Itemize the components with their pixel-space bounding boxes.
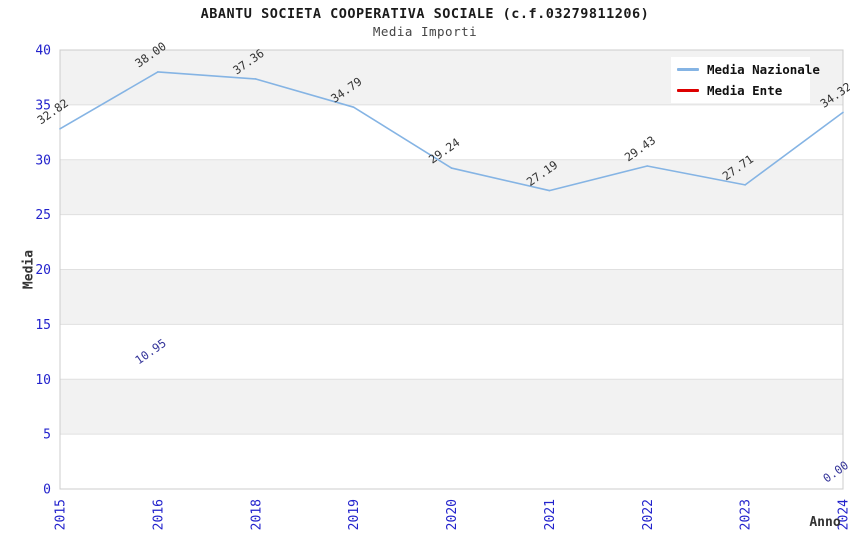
- legend-label: Media Ente: [707, 83, 783, 98]
- series-line-segment: [744, 111, 844, 186]
- x-axis-title: Anno: [809, 515, 841, 530]
- series-line-segment: [352, 106, 453, 169]
- y-axis-title: Media: [21, 249, 37, 290]
- media-ente-line-swatch-icon: [677, 89, 699, 92]
- x-tick-label: 2015: [54, 499, 69, 530]
- y-tick-label: 5: [43, 428, 51, 443]
- series-line-segment: [59, 71, 159, 130]
- legend-item-media-nazionale: Media Nazionale: [677, 62, 820, 77]
- y-tick-label: 20: [35, 263, 51, 278]
- y-tick-label: 35: [35, 98, 51, 113]
- x-tick-label: 2020: [445, 499, 460, 530]
- plot-band: [60, 269, 843, 325]
- x-tick-label: 2019: [347, 499, 362, 530]
- x-tick-label: 2022: [641, 499, 656, 530]
- y-tick-label: 0: [43, 483, 51, 498]
- legend-label: Media Nazionale: [707, 62, 820, 77]
- chart-subtitle: Media Importi: [372, 24, 478, 39]
- media-nazionale-line-swatch-icon: [677, 68, 699, 71]
- x-tick-label: 2018: [249, 499, 264, 530]
- chart-legend: Media Nazionale Media Ente: [671, 57, 820, 103]
- series-line-segment: [646, 165, 746, 186]
- y-tick-label: 25: [35, 208, 51, 223]
- x-tick-label: 2021: [543, 499, 558, 530]
- legend-item-media-ente: Media Ente: [677, 83, 810, 98]
- x-tick-label: 2016: [151, 499, 166, 530]
- series-line-segment: [157, 71, 257, 80]
- chart-title: ABANTU SOCIETA COOPERATIVA SOCIALE (c.f.…: [200, 6, 650, 22]
- plot-border: [59, 49, 844, 490]
- y-tick-label: 10: [35, 373, 51, 388]
- series-line-segment: [548, 165, 649, 192]
- plot-band: [60, 379, 843, 435]
- y-tick-label: 40: [35, 44, 51, 59]
- series-line-segment: [254, 78, 355, 108]
- series-line-segment: [450, 167, 551, 192]
- y-tick-label: 30: [35, 153, 51, 168]
- y-tick-label: 15: [35, 318, 51, 333]
- x-tick-label: 2023: [739, 499, 754, 530]
- x-tick-label: 2024: [837, 499, 850, 530]
